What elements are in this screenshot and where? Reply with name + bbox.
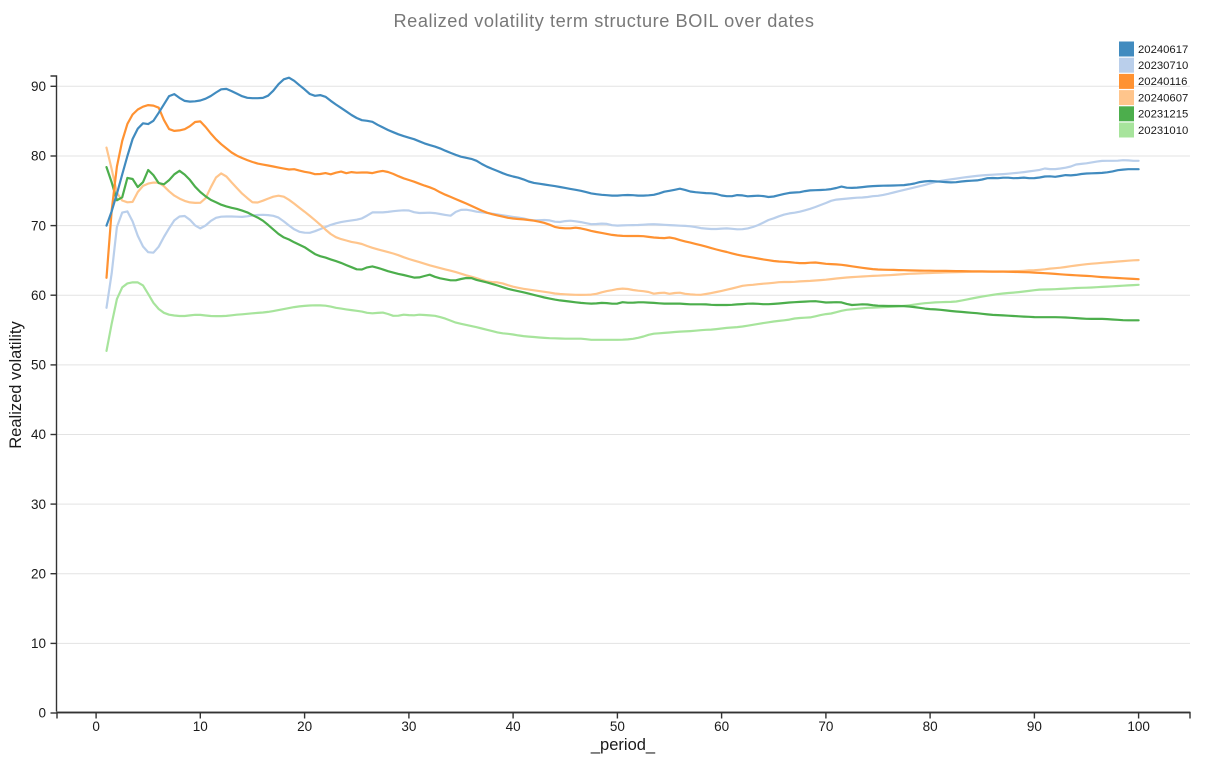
svg-text:20231215: 20231215 bbox=[1138, 109, 1188, 121]
svg-text:50: 50 bbox=[610, 719, 625, 734]
svg-text:30: 30 bbox=[31, 497, 46, 512]
svg-text:60: 60 bbox=[31, 288, 46, 303]
svg-text:20231010: 20231010 bbox=[1138, 125, 1188, 137]
svg-text:Realized volatility term struc: Realized volatility term structure BOIL … bbox=[393, 11, 814, 31]
svg-text:90: 90 bbox=[1027, 719, 1042, 734]
svg-text:10: 10 bbox=[193, 719, 208, 734]
svg-text:40: 40 bbox=[506, 719, 521, 734]
svg-text:40: 40 bbox=[31, 427, 46, 442]
svg-text:20240607: 20240607 bbox=[1138, 92, 1188, 104]
svg-text:50: 50 bbox=[31, 358, 46, 373]
svg-text:20: 20 bbox=[297, 719, 312, 734]
svg-text:30: 30 bbox=[401, 719, 416, 734]
svg-text:0: 0 bbox=[38, 706, 46, 721]
svg-text:10: 10 bbox=[31, 636, 46, 651]
svg-text:60: 60 bbox=[714, 719, 729, 734]
svg-text:80: 80 bbox=[31, 149, 46, 164]
svg-text:100: 100 bbox=[1127, 719, 1150, 734]
svg-text:Realized volatility: Realized volatility bbox=[7, 321, 25, 449]
svg-text:90: 90 bbox=[31, 79, 46, 94]
svg-text:_period_: _period_ bbox=[590, 736, 656, 754]
svg-text:20230710: 20230710 bbox=[1138, 60, 1188, 72]
svg-text:70: 70 bbox=[31, 218, 46, 233]
svg-text:80: 80 bbox=[923, 719, 938, 734]
svg-text:0: 0 bbox=[92, 719, 100, 734]
svg-text:20240116: 20240116 bbox=[1138, 76, 1187, 88]
svg-text:70: 70 bbox=[818, 719, 833, 734]
svg-text:20240617: 20240617 bbox=[1138, 44, 1188, 56]
svg-text:20: 20 bbox=[31, 566, 46, 581]
